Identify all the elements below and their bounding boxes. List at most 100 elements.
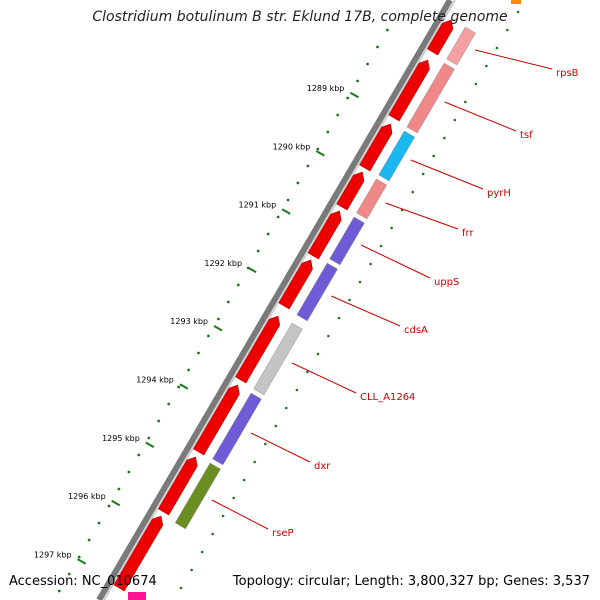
inner-dot [337,316,341,320]
scale-dot [316,147,320,151]
scale-tick-label: 1290 kbp [273,142,311,151]
cds-arrow [388,59,430,122]
inner-dot [242,478,246,482]
scale-dot [376,45,379,49]
gene-label: dxr [314,461,331,472]
inner-dot [506,28,509,32]
cds-arrow [113,515,164,592]
gene-label: cdsA [404,325,428,336]
scale-tick [111,499,121,507]
gene-label-leader [211,499,269,530]
scale-tick [247,266,257,274]
gene-label-leader [360,244,431,279]
gene-label: rseP [272,528,294,539]
inner-dot [285,406,288,410]
inner-dot [421,172,425,176]
scale-tick-label: 1294 kbp [136,376,174,385]
genome-summary: Topology: circular; Length: 3,800,327 bp… [232,574,590,589]
scale-dot [127,470,131,474]
genome-title: Clostridium botulinum B str. Eklund 17B,… [92,9,508,25]
gene-block [406,62,455,134]
cds-arrow [193,384,240,456]
scale-dot [187,368,191,372]
edge-features [128,0,521,600]
gene-block [356,178,387,220]
gene-label: pyrH [487,188,511,199]
scale-dot [207,334,210,338]
inner-dot [358,280,362,284]
scale-tick-label: 1289 kbp [307,84,345,93]
cds-arrow [278,259,313,310]
scale-dot [137,453,141,457]
scale-dot [77,555,81,559]
gene-block [212,392,262,466]
scale-dot [107,504,111,508]
scale-tick [349,91,359,99]
scale-tick-label: 1293 kbp [170,317,208,326]
scale-tick [179,383,189,390]
gene-block [253,322,303,396]
inner-dot [411,190,415,194]
gene-label: rpsB [556,68,579,79]
inner-dot [516,10,520,14]
scale-dot [326,130,330,134]
scale-tick-label: 1296 kbp [68,492,106,501]
inner-dot [327,334,330,338]
inner-dot [200,550,204,554]
gene-block [446,26,476,66]
scale-tick [145,441,155,448]
inner-dot [264,442,267,446]
scale-tick [213,325,223,332]
gene-label-leader [474,49,553,70]
scale-dot [117,487,121,491]
scale-dot [346,96,350,100]
scale-tick [77,558,87,565]
scale-dots [57,10,520,593]
accession-label: Accession: NC_010674 [9,574,157,589]
gene-block [296,262,338,322]
inner-dot [179,586,183,590]
inner-dot [369,262,372,266]
scale-dot [157,419,161,423]
gene-label-leader [444,101,517,132]
scale-dot [276,215,280,219]
genome-backbone [96,0,456,600]
gene-label-leader [331,295,401,327]
scale-tick [315,150,325,157]
inner-dot [253,460,256,464]
scale-tick-label: 1297 kbp [34,550,72,559]
inner-dot [432,154,436,158]
scale-tick-label: 1295 kbp [102,434,140,443]
scale-dot [266,232,270,236]
inner-dot [295,388,299,392]
scale-tick-label: 1291 kbp [238,201,276,210]
gene-block [174,462,221,530]
inner-dot [306,370,309,374]
scale-dot [386,28,389,32]
inner-dot [274,424,278,428]
inner-dot [316,352,320,356]
cds-arrow [307,210,342,260]
scale-dot [57,589,61,593]
gene-label: frr [462,228,474,239]
scale-dot [197,351,200,355]
inner-dot [464,100,467,104]
gene-block [329,216,365,266]
gene-label: tsf [520,130,533,141]
gene-label: uppS [434,277,459,288]
cds-arrow [426,19,454,56]
scale-dot [167,402,171,406]
inner-dot [348,298,351,302]
scale-dot [87,538,91,542]
gene-track [128,0,521,600]
gene-label-leader [250,432,311,463]
scale-dot [366,62,369,66]
scale-tick-label: 1292 kbp [204,259,242,268]
scale-dot [226,300,230,304]
inner-dot [453,118,457,122]
inner-dot [495,46,499,50]
cds-track [113,19,454,592]
gene-label: CLL_A1264 [360,392,415,403]
